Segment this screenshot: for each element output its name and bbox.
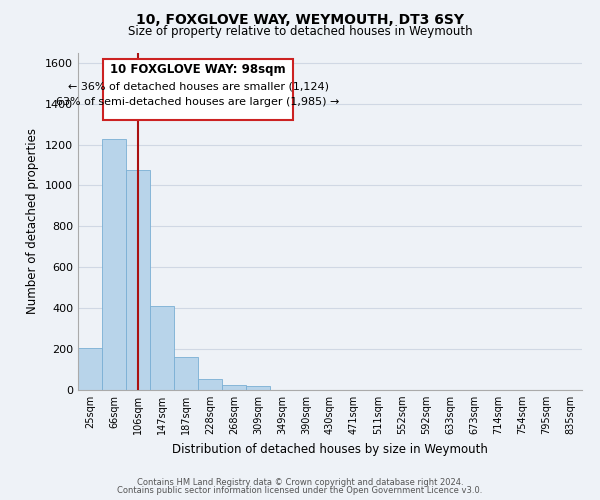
Bar [222,385,246,390]
Bar [150,306,174,390]
Text: 10, FOXGLOVE WAY, WEYMOUTH, DT3 6SY: 10, FOXGLOVE WAY, WEYMOUTH, DT3 6SY [136,12,464,26]
Bar [174,358,198,390]
Y-axis label: Number of detached properties: Number of detached properties [26,128,40,314]
Text: 10 FOXGLOVE WAY: 98sqm: 10 FOXGLOVE WAY: 98sqm [110,63,286,76]
X-axis label: Distribution of detached houses by size in Weymouth: Distribution of detached houses by size … [172,442,488,456]
Bar [198,380,222,390]
FancyBboxPatch shape [103,58,293,120]
Text: Contains HM Land Registry data © Crown copyright and database right 2024.: Contains HM Land Registry data © Crown c… [137,478,463,487]
Text: ← 36% of detached houses are smaller (1,124): ← 36% of detached houses are smaller (1,… [67,81,329,91]
Text: 63% of semi-detached houses are larger (1,985) →: 63% of semi-detached houses are larger (… [56,98,340,108]
Text: Size of property relative to detached houses in Weymouth: Size of property relative to detached ho… [128,25,472,38]
Text: Contains public sector information licensed under the Open Government Licence v3: Contains public sector information licen… [118,486,482,495]
Bar [78,348,102,390]
Bar [102,140,126,390]
Bar [246,386,270,390]
Bar [126,170,150,390]
